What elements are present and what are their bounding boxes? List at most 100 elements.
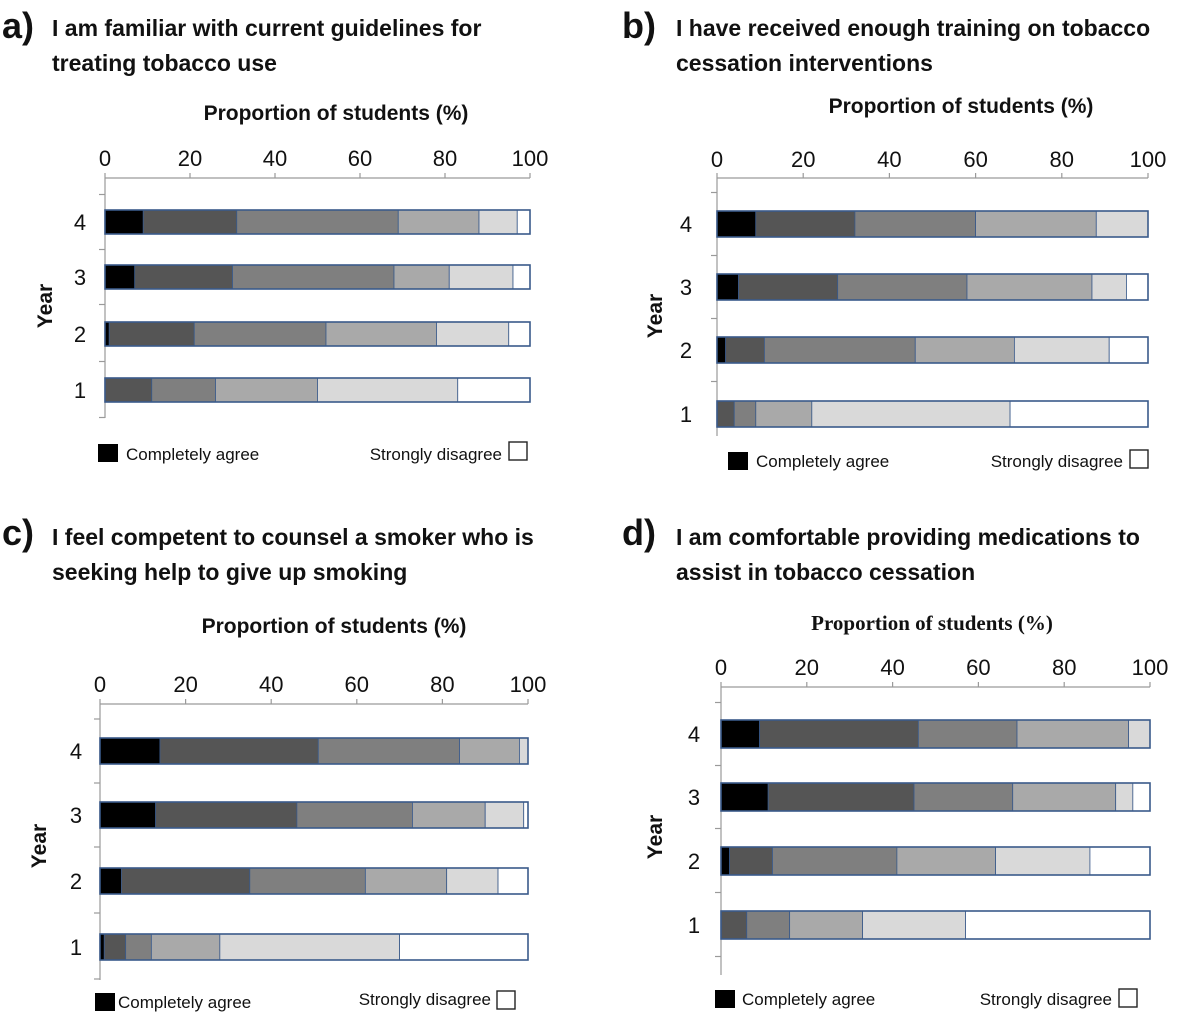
bar-outline xyxy=(720,910,1151,940)
x-tick-label: 60 xyxy=(963,147,987,172)
bar-outline xyxy=(104,264,531,290)
x-tick-label: 20 xyxy=(791,147,815,172)
bar-outline xyxy=(104,321,531,347)
bar-segment xyxy=(104,377,153,403)
bar-segment xyxy=(1132,782,1151,812)
bar-segment xyxy=(99,801,157,829)
bar-outline xyxy=(716,273,1149,301)
chart-svg-d: d) I am comfortable providing medication… xyxy=(622,512,1168,1009)
tick-labels: 0 20 40 60 80 100 4 3 2 1 xyxy=(680,147,1166,436)
bar-segment xyxy=(716,210,757,238)
x-tick-label: 0 xyxy=(715,655,727,680)
y-tick-label: 4 xyxy=(70,739,82,764)
bar-segment xyxy=(1016,719,1129,749)
bar-segment xyxy=(716,336,727,364)
bar-outline xyxy=(104,377,531,403)
x-axis-label: Proportion of students (%) xyxy=(811,611,1053,635)
bar-outline xyxy=(99,933,529,961)
bar-segment xyxy=(716,400,735,428)
bar-segment xyxy=(755,210,856,238)
bar-segment xyxy=(1108,336,1149,364)
x-tick-label: 20 xyxy=(178,146,202,171)
bar-segment xyxy=(995,846,1091,876)
bar-outline xyxy=(99,801,529,829)
chart-title-line-1: I am familiar with current guidelines fo… xyxy=(52,15,481,41)
bar-segment xyxy=(1009,400,1149,428)
y-tick-label: 4 xyxy=(688,722,700,747)
x-tick-label: 40 xyxy=(877,147,901,172)
x-tick-label: 100 xyxy=(512,146,549,171)
bar-segment xyxy=(965,910,1151,940)
chart-title-line-2: treating tobacco use xyxy=(52,50,277,76)
bar-segment xyxy=(103,933,127,961)
bar-segment xyxy=(720,910,748,940)
bar-segment xyxy=(108,321,195,347)
bar-outline xyxy=(716,210,1149,238)
bar-segment xyxy=(121,867,251,895)
x-tick-label: 60 xyxy=(345,672,369,697)
legend-strongly-disagree: Strongly disagree xyxy=(991,452,1123,471)
bar-segment xyxy=(1126,273,1149,301)
y-axis-label: Year xyxy=(644,815,667,859)
bar-segment xyxy=(1012,782,1117,812)
chart-title-line-2: cessation interventions xyxy=(676,50,933,76)
tick-labels: 0 20 40 60 80 100 4 3 2 1 xyxy=(74,146,549,419)
tick-labels: 0 20 40 60 80 100 4 3 2 1 xyxy=(688,655,1168,975)
panel-label: c) xyxy=(2,512,34,553)
bar-segment xyxy=(296,801,413,829)
y-tick-label: 2 xyxy=(680,338,692,363)
bar-segment xyxy=(236,209,399,235)
bar-segment xyxy=(725,336,765,364)
bar-segment xyxy=(720,846,730,876)
bar-segment xyxy=(1091,273,1127,301)
bar-segment xyxy=(317,377,459,403)
legend-strongly-disagree: Strongly disagree xyxy=(370,445,502,464)
bar-segment xyxy=(519,737,529,765)
chart-title-line-1: I feel competent to counsel a smoker who… xyxy=(52,524,534,550)
bar-segment xyxy=(975,210,1097,238)
chart-panel-b: b) I have received enough training on to… xyxy=(620,0,1200,506)
legend-swatch-strongly-disagree xyxy=(1118,988,1138,1008)
bar-outline xyxy=(716,400,1149,428)
bar-segment xyxy=(862,910,966,940)
x-axis-label: Proportion of students (%) xyxy=(204,102,469,125)
bar-segment xyxy=(1089,846,1151,876)
x-tick-label: 20 xyxy=(795,655,819,680)
bar-segment xyxy=(215,377,318,403)
bar-segment xyxy=(733,400,757,428)
bar-segment xyxy=(759,719,919,749)
bar-segment xyxy=(125,933,152,961)
bar-segment xyxy=(1128,719,1151,749)
bar-segment xyxy=(1013,336,1110,364)
bar-segment xyxy=(134,264,233,290)
bar-segment xyxy=(249,867,366,895)
chart-panel-d: d) I am comfortable providing medication… xyxy=(620,507,1200,1013)
bar-segment xyxy=(219,933,400,961)
bar-segment xyxy=(150,933,221,961)
chart-title-line-2: assist in tobacco cessation xyxy=(676,559,975,585)
bar-segment xyxy=(317,737,460,765)
bar-segment xyxy=(914,336,1015,364)
y-axis-label: Year xyxy=(34,284,57,328)
panel-label: b) xyxy=(622,5,656,46)
legend-strongly-disagree: Strongly disagree xyxy=(359,990,491,1009)
bars xyxy=(99,737,529,961)
y-tick-label: 1 xyxy=(70,935,82,960)
bar-segment xyxy=(854,210,976,238)
bar-outline xyxy=(720,846,1151,876)
bar-segment xyxy=(917,719,1018,749)
chart-panel-a: a) I am familiar with current guidelines… xyxy=(0,0,600,506)
legend-completely-agree: Completely agree xyxy=(118,993,251,1012)
legend-swatch-strongly-disagree xyxy=(1129,449,1149,469)
x-tick-label: 40 xyxy=(259,672,283,697)
bar-segment xyxy=(746,910,791,940)
x-axis-label: Proportion of students (%) xyxy=(202,615,467,638)
y-tick-label: 3 xyxy=(680,275,692,300)
x-tick-label: 40 xyxy=(880,655,904,680)
legend-swatch-completely-agree xyxy=(95,993,115,1011)
x-tick-label: 0 xyxy=(711,147,723,172)
chart-title-line-1: I am comfortable providing medications t… xyxy=(676,524,1140,550)
bar-segment xyxy=(789,910,863,940)
bar-segment xyxy=(896,846,996,876)
bar-segment xyxy=(508,321,531,347)
